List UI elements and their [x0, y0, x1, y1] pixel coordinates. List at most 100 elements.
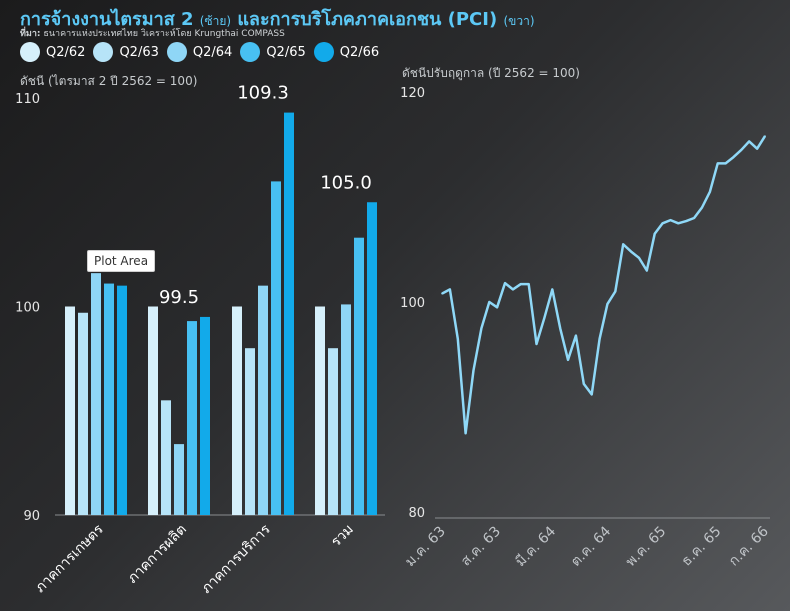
bar: [78, 312, 88, 515]
bar-data-label: 109.3: [237, 83, 289, 104]
line-y-tick: 120: [400, 86, 425, 101]
pci-point: [606, 303, 609, 305]
legend-label: Q2/66: [339, 44, 380, 60]
bar: [258, 285, 268, 515]
source-note: ที่มา: ธนาคารแห่งประเทศไทย วิเคราะห์โดย …: [20, 26, 285, 40]
legend-swatch: [313, 42, 334, 62]
left-axis-title: ดัชนี (ไตรมาส 2 ปี 2562 = 100): [20, 74, 198, 88]
pci-point: [472, 369, 475, 372]
bar: [117, 285, 127, 515]
pci-point: [748, 140, 751, 143]
bar-y-tick: 100: [15, 301, 40, 316]
legend-item: Q2/62: [20, 42, 85, 62]
line-x-tick: ก.ค. 66: [726, 523, 772, 569]
bar: [245, 348, 255, 515]
pci-point: [701, 206, 703, 209]
pci-point: [732, 156, 735, 158]
pci-point: [646, 269, 648, 272]
legend-label: Q2/63: [119, 44, 159, 60]
legend-item: Q2/63: [93, 42, 159, 62]
bar: [148, 306, 158, 515]
pci-point: [535, 343, 538, 345]
bar: [174, 444, 184, 515]
pci-point: [764, 135, 766, 137]
pci-point: [590, 393, 593, 396]
pci-point: [693, 217, 695, 219]
bar: [65, 306, 75, 515]
pci-line: [441, 135, 767, 435]
title-left: การจ้างงานไตรมาส 2: [20, 9, 194, 30]
title-left-tag: (ซ้าย): [199, 14, 232, 28]
pci-point: [575, 334, 577, 337]
line-x-tick: พ.ค. 65: [623, 524, 670, 571]
pci-point: [724, 162, 727, 165]
title-right: และการบริโภคภาคเอกชน (PCI): [237, 9, 498, 30]
source-prefix: ที่มา:: [20, 29, 41, 39]
line-x-tick: ส.ค. 63: [458, 524, 504, 570]
bar: [91, 273, 101, 515]
legend-item: Q2/64: [166, 42, 233, 62]
pci-point: [567, 358, 569, 361]
pci-point: [543, 316, 546, 319]
pci-point: [661, 222, 664, 225]
pci-point: [756, 147, 758, 150]
legend-label: Q2/65: [266, 44, 306, 60]
bar: [187, 321, 197, 515]
pci-point: [653, 232, 656, 235]
bar: [315, 306, 325, 515]
bar: [232, 306, 242, 515]
legend-swatch: [240, 42, 261, 62]
chart-title: การจ้างงานไตรมาส 2 (ซ้าย) และการบริโภคภา…: [20, 4, 535, 33]
pci-point: [551, 288, 554, 291]
bar: [200, 316, 210, 515]
pci-point: [559, 327, 561, 330]
legend-item: Q2/65: [240, 42, 306, 62]
plot-area-tooltip: Plot Area: [87, 250, 156, 272]
pci-point: [583, 383, 585, 385]
bar: [367, 202, 377, 515]
bar: [104, 283, 114, 515]
legend-swatch: [166, 42, 187, 62]
line-x-tick: ธ.ค. 65: [679, 524, 725, 570]
pci-point: [740, 148, 743, 151]
legend-label: Q2/64: [192, 44, 233, 60]
pci-point: [622, 243, 624, 246]
bar: [271, 181, 281, 515]
bar: [284, 112, 294, 515]
pci-point: [519, 283, 522, 285]
bar: [328, 348, 338, 515]
pci-point: [496, 306, 498, 309]
pci-point: [504, 282, 506, 284]
bar-data-label: 105.0: [320, 172, 372, 193]
pci-point: [677, 222, 680, 225]
bar: [341, 304, 351, 515]
pci-point: [638, 257, 640, 259]
pci-point: [527, 283, 530, 285]
right-axis-title: ดัชนีปรับฤดูกาล (ปี 2562 = 100): [402, 66, 580, 80]
pci-point: [464, 432, 467, 435]
line-x-tick: มี.ค. 64: [513, 523, 560, 570]
title-right-tag: (ขวา): [503, 14, 535, 28]
bar-data-label: 99.5: [159, 287, 199, 308]
legend: Q2/62 Q2/63 Q2/64 Q2/65 Q2/66: [20, 42, 387, 62]
pci-point: [669, 219, 672, 221]
pci-point: [709, 190, 711, 193]
bar-y-tick: 110: [15, 92, 40, 107]
source-text: ธนาคารแห่งประเทศไทย วิเคราะห์โดย Krungth…: [43, 29, 285, 39]
pci-point: [488, 301, 491, 303]
line-y-tick: 100: [400, 296, 425, 311]
bar: [354, 237, 364, 515]
pci-point: [630, 250, 632, 253]
line-x-tick: ต.ค. 64: [568, 523, 614, 569]
pci-point: [480, 327, 483, 330]
line-x-tick: ม.ค. 63: [402, 524, 449, 571]
pci-point: [512, 288, 514, 291]
pci-point: [449, 288, 451, 291]
bar-y-tick: 90: [23, 509, 40, 524]
legend-swatch: [20, 42, 40, 62]
legend-item: Q2/66: [313, 42, 380, 62]
pci-point: [716, 162, 719, 165]
